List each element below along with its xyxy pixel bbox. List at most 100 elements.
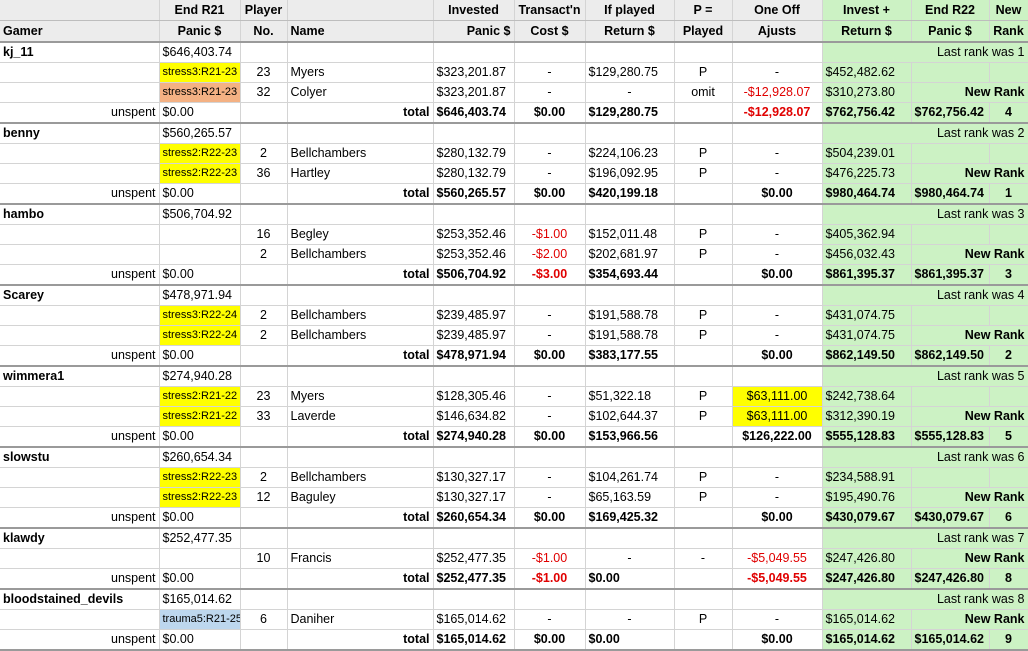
unspent-value[interactable]: $0.00 <box>159 345 241 367</box>
one-off-adjust[interactable]: -$5,049.55 <box>732 548 823 569</box>
unspent-value[interactable]: $0.00 <box>159 507 241 529</box>
transaction-cost[interactable]: - <box>514 325 586 346</box>
total-invested[interactable]: $646,403.74 <box>433 102 515 124</box>
played-return[interactable]: - <box>585 82 675 103</box>
new-rank-value[interactable]: 4 <box>989 102 1028 124</box>
played-flag[interactable]: P <box>674 325 733 346</box>
new-rank-value[interactable]: 5 <box>989 426 1028 448</box>
played-return[interactable]: $51,322.18 <box>585 386 675 407</box>
total-adjust[interactable]: -$5,049.55 <box>732 568 823 590</box>
played-return[interactable]: - <box>585 548 675 569</box>
invest-plus-return[interactable]: $312,390.19 <box>822 406 912 427</box>
end-r22-panic[interactable]: $165,014.62 <box>911 629 990 651</box>
end-r22-panic[interactable]: $762,756.42 <box>911 102 990 124</box>
total-invest-plus-return[interactable]: $555,128.83 <box>822 426 912 448</box>
total-adjust[interactable]: $0.00 <box>732 183 823 205</box>
total-cost[interactable]: $0.00 <box>514 345 586 367</box>
player-name[interactable]: Myers <box>287 386 434 407</box>
total-invested[interactable]: $260,654.34 <box>433 507 515 529</box>
total-return[interactable]: $354,693.44 <box>585 264 675 286</box>
strategy-tag[interactable]: trauma5:R21-25 <box>159 609 241 630</box>
transaction-cost[interactable]: - <box>514 487 586 508</box>
total-invest-plus-return[interactable]: $430,079.67 <box>822 507 912 529</box>
transaction-cost[interactable]: - <box>514 406 586 427</box>
invested-panic[interactable]: $323,201.87 <box>433 82 515 103</box>
player-name[interactable]: Bellchambers <box>287 244 434 265</box>
transaction-cost[interactable]: -$2.00 <box>514 244 586 265</box>
invested-panic[interactable]: $239,485.97 <box>433 305 515 326</box>
last-rank[interactable]: Last rank was 5 <box>822 366 1028 387</box>
end-r21-panic[interactable]: $506,704.92 <box>159 204 241 225</box>
invested-panic[interactable]: $130,327.17 <box>433 467 515 488</box>
player-number[interactable]: 32 <box>240 82 288 103</box>
end-r22-panic[interactable]: $430,079.67 <box>911 507 990 529</box>
new-rank-value[interactable]: 9 <box>989 629 1028 651</box>
one-off-adjust[interactable]: - <box>732 487 823 508</box>
strategy-tag[interactable] <box>159 244 241 265</box>
gamer-name[interactable]: Scarey <box>0 285 160 306</box>
one-off-adjust[interactable]: $63,111.00 <box>732 406 823 427</box>
total-adjust[interactable]: $0.00 <box>732 629 823 651</box>
total-cost[interactable]: $0.00 <box>514 183 586 205</box>
played-return[interactable]: $196,092.95 <box>585 163 675 184</box>
strategy-tag[interactable]: stress2:R22-23 <box>159 467 241 488</box>
one-off-adjust[interactable]: - <box>732 325 823 346</box>
last-rank[interactable]: Last rank was 1 <box>822 42 1028 63</box>
last-rank[interactable]: Last rank was 4 <box>822 285 1028 306</box>
end-r22-panic[interactable]: $555,128.83 <box>911 426 990 448</box>
strategy-tag[interactable] <box>159 548 241 569</box>
player-number[interactable]: 16 <box>240 224 288 245</box>
player-name[interactable]: Francis <box>287 548 434 569</box>
strategy-tag[interactable] <box>159 224 241 245</box>
player-number[interactable]: 23 <box>240 386 288 407</box>
one-off-adjust[interactable]: - <box>732 224 823 245</box>
total-cost[interactable]: -$3.00 <box>514 264 586 286</box>
transaction-cost[interactable]: - <box>514 386 586 407</box>
invested-panic[interactable]: $253,352.46 <box>433 244 515 265</box>
invested-panic[interactable]: $146,634.82 <box>433 406 515 427</box>
player-number[interactable]: 12 <box>240 487 288 508</box>
invest-plus-return[interactable]: $234,588.91 <box>822 467 912 488</box>
played-return[interactable]: $202,681.97 <box>585 244 675 265</box>
unspent-value[interactable]: $0.00 <box>159 264 241 286</box>
one-off-adjust[interactable]: - <box>732 244 823 265</box>
invested-panic[interactable]: $128,305.46 <box>433 386 515 407</box>
invest-plus-return[interactable]: $504,239.01 <box>822 143 912 164</box>
end-r21-panic[interactable]: $165,014.62 <box>159 589 241 610</box>
player-name[interactable]: Begley <box>287 224 434 245</box>
transaction-cost[interactable]: -$1.00 <box>514 224 586 245</box>
player-name[interactable]: Daniher <box>287 609 434 630</box>
played-flag[interactable]: P <box>674 163 733 184</box>
total-invested[interactable]: $274,940.28 <box>433 426 515 448</box>
end-r21-panic[interactable]: $646,403.74 <box>159 42 241 63</box>
invest-plus-return[interactable]: $431,074.75 <box>822 305 912 326</box>
unspent-value[interactable]: $0.00 <box>159 102 241 124</box>
total-return[interactable]: $169,425.32 <box>585 507 675 529</box>
one-off-adjust[interactable]: - <box>732 467 823 488</box>
total-adjust[interactable]: -$12,928.07 <box>732 102 823 124</box>
total-return[interactable]: $420,199.18 <box>585 183 675 205</box>
invested-panic[interactable]: $239,485.97 <box>433 325 515 346</box>
gamer-name[interactable]: kj_11 <box>0 42 160 63</box>
player-name[interactable]: Myers <box>287 62 434 83</box>
gamer-name[interactable]: wimmera1 <box>0 366 160 387</box>
last-rank[interactable]: Last rank was 3 <box>822 204 1028 225</box>
transaction-cost[interactable]: - <box>514 143 586 164</box>
played-flag[interactable]: P <box>674 143 733 164</box>
player-number[interactable]: 23 <box>240 62 288 83</box>
invest-plus-return[interactable]: $452,482.62 <box>822 62 912 83</box>
invested-panic[interactable]: $253,352.46 <box>433 224 515 245</box>
player-number[interactable]: 10 <box>240 548 288 569</box>
total-cost[interactable]: $0.00 <box>514 426 586 448</box>
played-return[interactable]: $129,280.75 <box>585 62 675 83</box>
player-number[interactable]: 36 <box>240 163 288 184</box>
transaction-cost[interactable]: - <box>514 82 586 103</box>
new-rank-value[interactable]: 6 <box>989 507 1028 529</box>
total-invest-plus-return[interactable]: $762,756.42 <box>822 102 912 124</box>
new-rank-value[interactable]: 1 <box>989 183 1028 205</box>
player-name[interactable]: Bellchambers <box>287 143 434 164</box>
invested-panic[interactable]: $323,201.87 <box>433 62 515 83</box>
invest-plus-return[interactable]: $476,225.73 <box>822 163 912 184</box>
unspent-value[interactable]: $0.00 <box>159 426 241 448</box>
gamer-name[interactable]: hambo <box>0 204 160 225</box>
